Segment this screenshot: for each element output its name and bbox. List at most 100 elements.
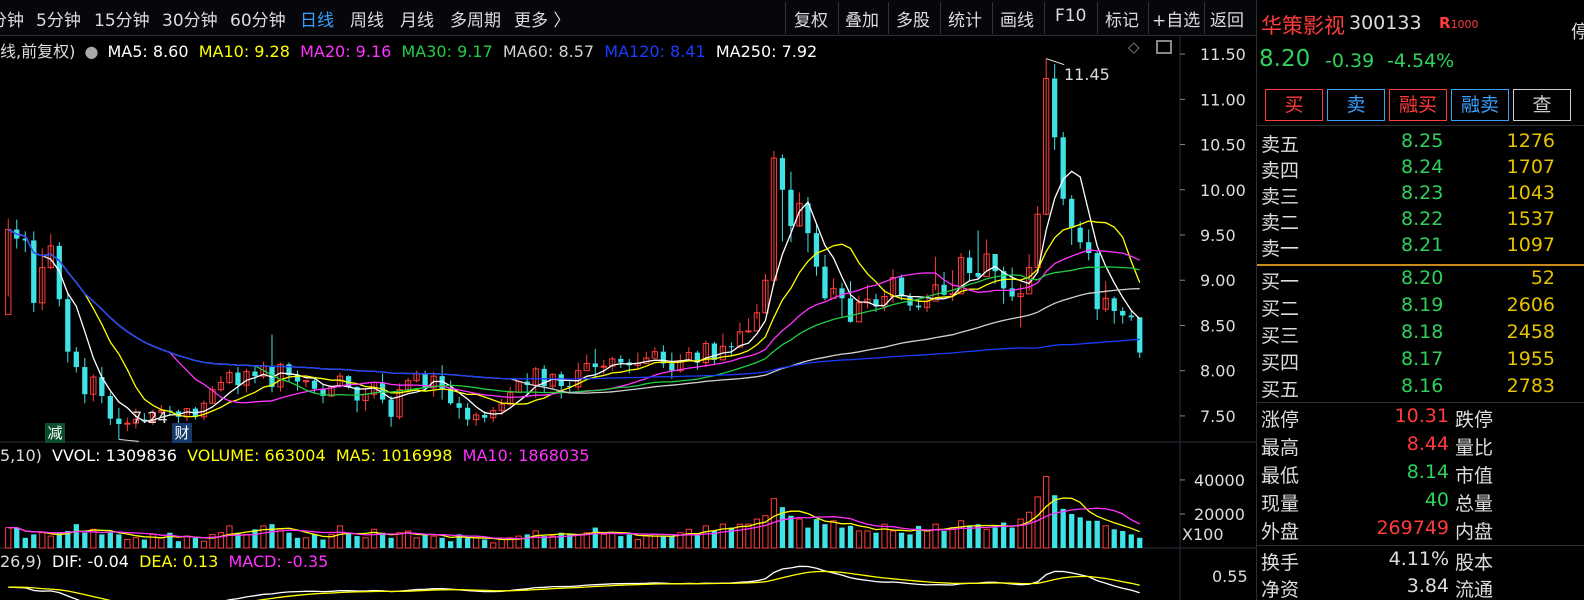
- volume-bar: [14, 527, 20, 548]
- tab-15min[interactable]: 15分钟: [94, 11, 150, 31]
- volume-bar: [209, 533, 216, 549]
- stat-label-2: 内盘: [1455, 521, 1494, 543]
- ask-row[interactable]: 卖三 8.23 1043: [1261, 182, 1584, 208]
- adjust-button[interactable]: 复权: [794, 11, 828, 31]
- volume-bar: [1086, 520, 1092, 548]
- stat-value: 8.44: [1406, 433, 1449, 455]
- stat-label-2: 股本: [1455, 552, 1494, 574]
- ma10-label: MA10: 9.28: [198, 42, 290, 61]
- volume-tick-label: 40000: [1194, 471, 1245, 490]
- divider: [1257, 402, 1584, 403]
- candle-body: [320, 388, 326, 397]
- volume-bar: [311, 534, 318, 548]
- ask-row[interactable]: 卖五 8.25 1276: [1261, 130, 1584, 156]
- tab-multi-period[interactable]: 多周期: [450, 11, 501, 31]
- volume-bar: [618, 536, 624, 548]
- bid-level-label: 买五: [1261, 379, 1300, 401]
- volume-bar: [1128, 534, 1134, 548]
- f10-button[interactable]: F10: [1055, 6, 1087, 26]
- diamond-icon[interactable]: ◇: [1128, 38, 1140, 56]
- sell-button[interactable]: 卖: [1327, 89, 1385, 121]
- finance-report-tag[interactable]: 财: [172, 423, 192, 443]
- candle-body: [975, 272, 981, 277]
- candle-body: [651, 351, 658, 359]
- bid-row[interactable]: 买四 8.17 1955: [1261, 348, 1584, 374]
- ma120-label: MA120: 8.41: [604, 42, 706, 61]
- candle-body: [65, 299, 71, 352]
- volume-bar: [1052, 495, 1058, 548]
- tab-more[interactable]: 更多 〉: [514, 11, 571, 31]
- draw-line-button[interactable]: 画线: [1000, 11, 1034, 31]
- settings-circle-icon[interactable]: ●: [84, 42, 99, 61]
- panel-toggle-icon[interactable]: [1156, 40, 1172, 54]
- divider: [1257, 545, 1584, 546]
- bid-row[interactable]: 买二 8.19 2606: [1261, 294, 1584, 320]
- stats-button[interactable]: 统计: [948, 11, 982, 31]
- candle-body: [149, 411, 157, 422]
- volume-bar: [482, 539, 488, 548]
- candle-body: [422, 373, 428, 388]
- mark-button[interactable]: 标记: [1105, 11, 1139, 31]
- back-button[interactable]: 返回: [1210, 11, 1244, 31]
- multi-stock-button[interactable]: 多股: [896, 11, 930, 31]
- margin-sell-button[interactable]: 融卖: [1451, 89, 1509, 121]
- volume-bar: [575, 533, 582, 549]
- volume-bar: [260, 525, 267, 549]
- volume-bar: [422, 534, 428, 548]
- tab-30min[interactable]: 30分钟: [162, 11, 218, 31]
- query-button[interactable]: 查: [1513, 89, 1571, 121]
- candle-body: [1034, 213, 1041, 269]
- bid-row[interactable]: 买五 8.16 2783: [1261, 375, 1584, 401]
- volume-bar: [354, 536, 360, 548]
- kline-chart[interactable]: 11.50 11.00 10.50 10.00 9.50 9.00 8.50 8.00 7.50…: [0, 36, 1256, 600]
- volume-bar: [507, 537, 514, 549]
- candle-body: [728, 346, 735, 348]
- volume-bar: [141, 539, 148, 548]
- ma5-label: MA5: 8.60: [107, 42, 189, 61]
- candle-body: [796, 202, 803, 227]
- toolbar-divider: [888, 2, 889, 34]
- bid-row[interactable]: 买一 8.20 52: [1261, 267, 1584, 293]
- add-watchlist-button[interactable]: +自选: [1152, 11, 1201, 31]
- candle-body: [1111, 298, 1117, 311]
- reduce-holding-tag[interactable]: 减: [45, 423, 65, 443]
- ask-row[interactable]: 卖四 8.24 1707: [1261, 156, 1584, 182]
- candle-body: [1128, 315, 1134, 318]
- volume-bar: [796, 518, 803, 549]
- stat-label: 现量: [1261, 493, 1300, 515]
- candle-body: [736, 331, 744, 348]
- volume-bar: [456, 534, 462, 548]
- overlay-button[interactable]: 叠加: [845, 11, 879, 31]
- ma60-label: MA60: 8.57: [502, 42, 595, 61]
- volume-bar: [39, 532, 46, 549]
- candle-body: [217, 381, 225, 391]
- price-tick-label: 11.50: [1200, 45, 1246, 64]
- tab-daily[interactable]: 日线: [300, 11, 334, 31]
- tab-5min[interactable]: 5分钟: [36, 11, 81, 31]
- tab-1min[interactable]: 分钟: [0, 11, 24, 31]
- kline-chart-area[interactable]: 11.50 11.00 10.50 10.00 9.50 9.00 8.50 8.00 7.50…: [0, 36, 1256, 600]
- tab-monthly[interactable]: 月线: [400, 11, 434, 31]
- ask-row[interactable]: 卖一 8.21 1097: [1261, 234, 1584, 260]
- candle-body: [286, 364, 292, 376]
- ma120-line: [7, 229, 1140, 380]
- candle-body: [396, 389, 403, 418]
- badge-suffix: 1000: [1450, 18, 1479, 31]
- toolbar-divider: [785, 2, 786, 34]
- volume-bar: [805, 527, 811, 548]
- tab-60min[interactable]: 60分钟: [230, 11, 286, 31]
- buy-button[interactable]: 买: [1265, 89, 1323, 121]
- ask-volume: 1276: [1506, 130, 1555, 152]
- bid-row[interactable]: 买三 8.18 2458: [1261, 321, 1584, 347]
- ask-price: 8.21: [1401, 234, 1444, 256]
- tab-weekly[interactable]: 周线: [350, 11, 384, 31]
- margin-buy-button[interactable]: 融买: [1389, 89, 1447, 121]
- badge-letter: R: [1439, 14, 1451, 32]
- dea-label: DEA: 0.13: [139, 552, 219, 571]
- candle-body: [31, 240, 37, 303]
- price-tick-label: 9.00: [1200, 271, 1236, 290]
- candle-body: [541, 368, 547, 387]
- candle-body: [277, 363, 284, 388]
- stat-label: 外盘: [1261, 521, 1300, 543]
- ask-row[interactable]: 卖二 8.22 1537: [1261, 208, 1584, 234]
